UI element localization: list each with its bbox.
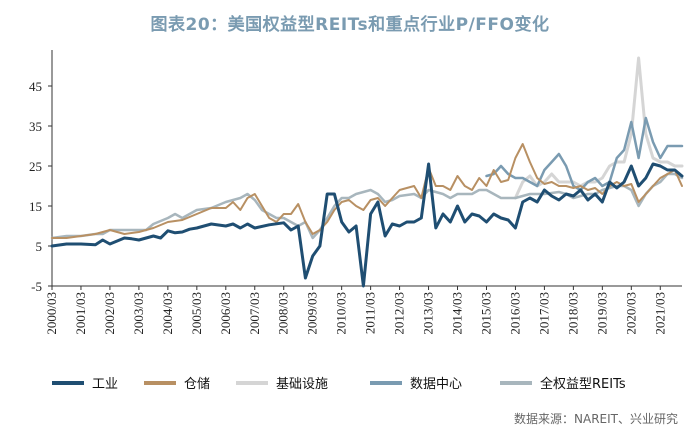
x-tick-label: 2012/03 [392, 292, 407, 335]
y-tick-label: 5 [36, 239, 43, 254]
legend-label-0: 工业 [92, 377, 118, 392]
series-lines [50, 56, 684, 288]
x-tick-label: 2017/03 [536, 292, 551, 335]
x-tick-label: 2007/03 [247, 292, 262, 335]
series-line-0 [50, 162, 684, 288]
x-tick-label: 2013/03 [421, 292, 436, 335]
x-tick-label: 2006/03 [218, 292, 233, 335]
chart-title: 图表20：美国权益型REITs和重点行业P/FFO变化 [150, 15, 550, 35]
x-tick-label: 2020/03 [623, 292, 638, 335]
x-tick-label: 2000/03 [44, 292, 59, 335]
x-tick-label: 2002/03 [102, 292, 117, 335]
x-tick-label: 2008/03 [276, 292, 291, 335]
legend-label-1: 仓储 [184, 377, 210, 392]
x-tick-label: 2009/03 [305, 292, 320, 335]
x-tick-label: 2019/03 [594, 292, 609, 335]
source-note: 数据来源：NAREIT、兴业研究 [514, 412, 678, 426]
legend-label-2: 基础设施 [276, 377, 328, 392]
y-tick-label: 35 [29, 119, 42, 134]
y-axis: -5 5 15 25 35 45 [29, 50, 53, 294]
y-tick-label: 25 [29, 159, 42, 174]
x-tick-label: 2014/03 [450, 292, 465, 335]
x-tick-label: 2015/03 [478, 292, 493, 335]
x-tick-label: 2004/03 [160, 292, 175, 335]
y-tick-label: 45 [29, 79, 42, 94]
x-axis: 2000/03 2001/03 2002/03 2003/03 2004/03 2005/… [44, 285, 682, 335]
legend: 工业 仓储 基础设施 数据中心 全权益型REITs [52, 376, 626, 392]
series-line-1 [51, 143, 683, 239]
x-tick-label: 2005/03 [189, 292, 204, 335]
x-tick-label: 2011/03 [363, 292, 378, 334]
x-tick-label: 2021/03 [652, 292, 667, 335]
y-tick-label: 15 [29, 199, 42, 214]
x-tick-label: 2001/03 [73, 292, 88, 335]
y-tick-label: -5 [31, 279, 42, 294]
series-line-3 [485, 116, 684, 192]
legend-label-4: 全权益型REITs [540, 376, 626, 392]
x-tick-label: 2018/03 [565, 292, 580, 335]
x-tick-label: 2003/03 [131, 292, 146, 335]
legend-label-3: 数据中心 [410, 377, 462, 392]
x-tick-label: 2010/03 [334, 292, 349, 335]
x-tick-label: 2016/03 [507, 292, 522, 335]
